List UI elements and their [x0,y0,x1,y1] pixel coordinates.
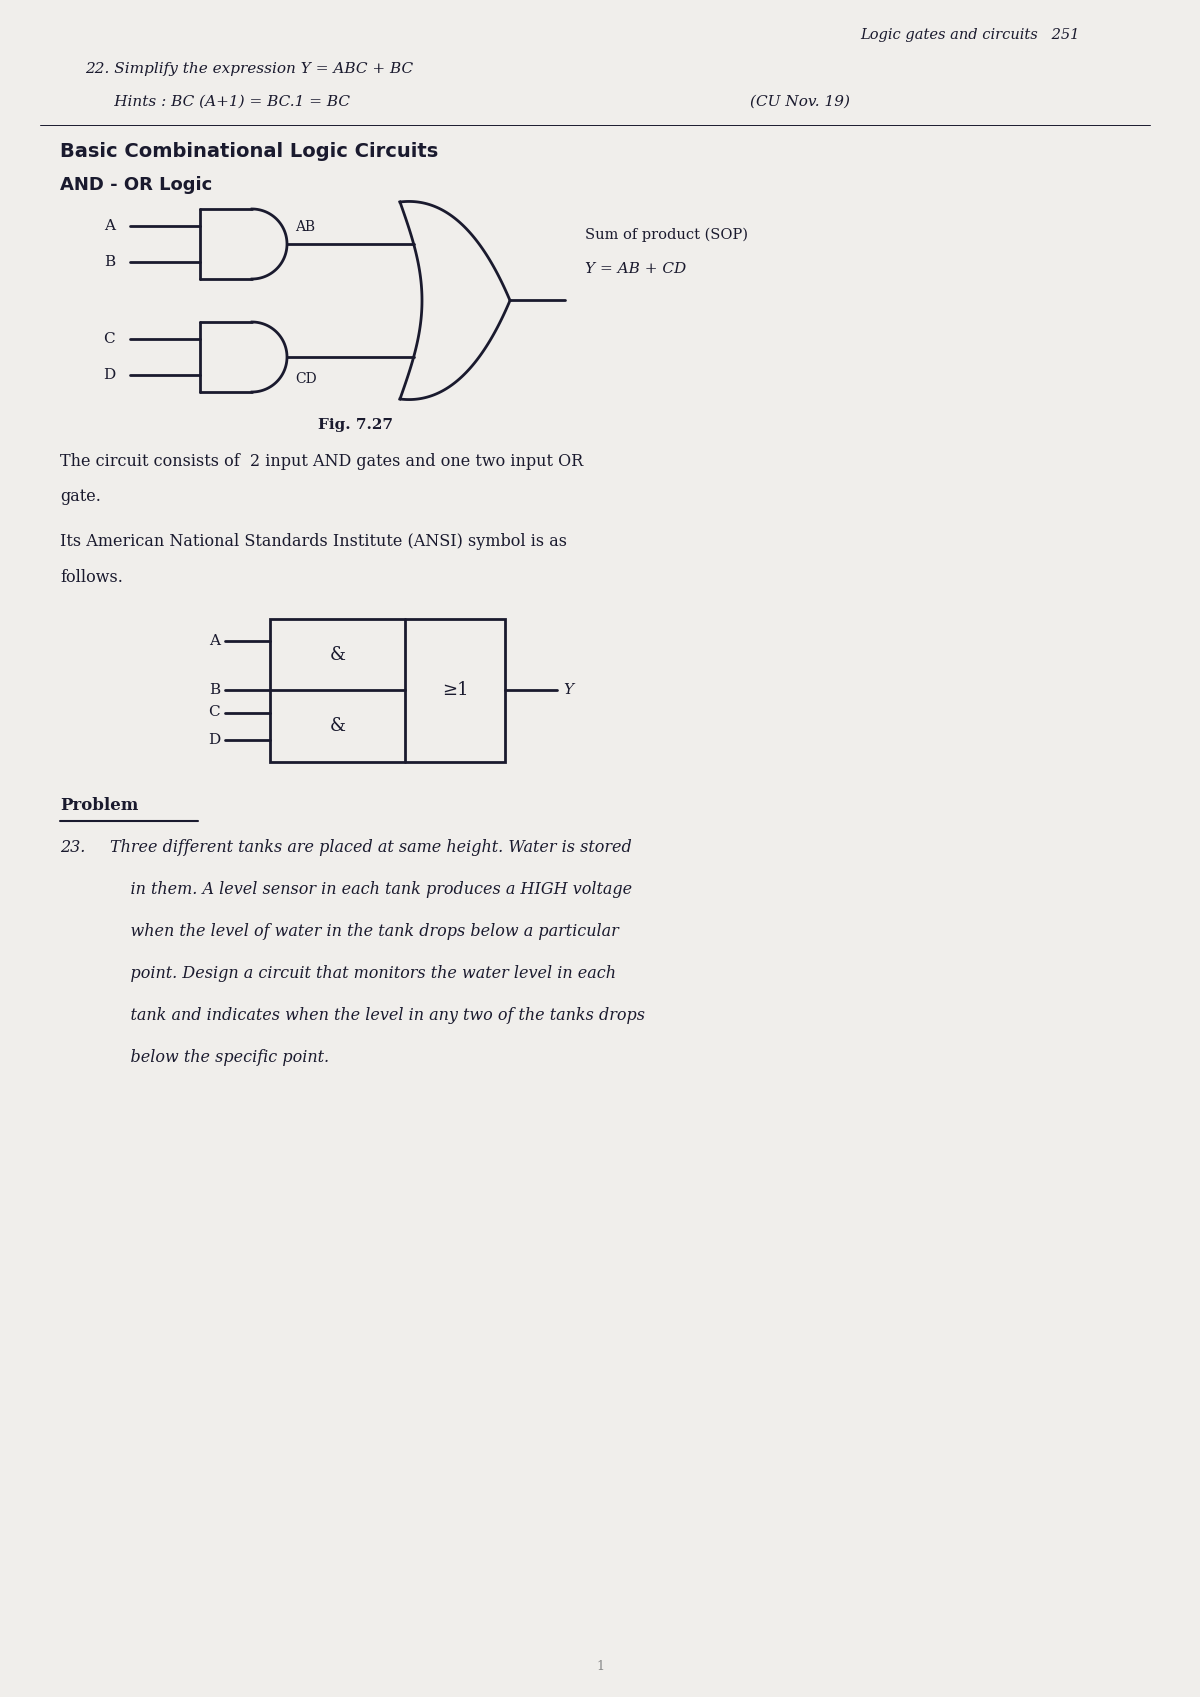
Text: tank and indicates when the level in any two of the tanks drops: tank and indicates when the level in any… [110,1006,646,1023]
Text: in them. A level sensor in each tank produces a HIGH voltage: in them. A level sensor in each tank pro… [110,881,632,898]
Text: A: A [104,219,115,232]
Text: Logic gates and circuits   251: Logic gates and circuits 251 [860,27,1080,42]
Text: point. Design a circuit that monitors the water level in each: point. Design a circuit that monitors th… [110,966,616,983]
Text: D: D [208,733,220,747]
Text: &: & [330,647,346,664]
Text: Y: Y [563,684,574,697]
Text: Its American National Standards Institute (ANSI) symbol is as: Its American National Standards Institut… [60,533,568,550]
Text: Fig. 7.27: Fig. 7.27 [318,417,392,433]
Text: C: C [209,706,220,720]
Text: when the level of water in the tank drops below a particular: when the level of water in the tank drop… [110,923,619,940]
Text: AB: AB [295,221,316,234]
Text: below the specific point.: below the specific point. [110,1049,329,1066]
Text: 23.: 23. [60,838,85,855]
Text: B: B [209,684,220,697]
Text: CD: CD [295,372,317,385]
Text: ≥1: ≥1 [442,682,468,699]
Text: Sum of product (SOP): Sum of product (SOP) [586,227,748,243]
Text: 1: 1 [596,1660,604,1673]
Text: (CU Nov. 19): (CU Nov. 19) [750,95,850,109]
Text: The circuit consists of  2 input AND gates and one two input OR: The circuit consists of 2 input AND gate… [60,453,583,470]
Text: Hints : BC (A+1) = BC.1 = BC: Hints : BC (A+1) = BC.1 = BC [85,95,350,109]
Bar [270,619,505,762]
Text: &: & [330,718,346,735]
Text: A: A [209,635,220,648]
Text: Y = AB + CD: Y = AB + CD [586,261,686,277]
Text: C: C [103,333,115,346]
Text: follows.: follows. [60,568,122,585]
Text: 22. Simplify the expression Y = ABC + BC: 22. Simplify the expression Y = ABC + BC [85,63,413,76]
Text: gate.: gate. [60,489,101,506]
Text: B: B [104,255,115,270]
Text: Three different tanks are placed at same height. Water is stored: Three different tanks are placed at same… [110,838,631,855]
Text: D: D [103,368,115,382]
Text: Basic Combinational Logic Circuits: Basic Combinational Logic Circuits [60,143,438,161]
Text: AND - OR Logic: AND - OR Logic [60,176,212,193]
Text: Problem: Problem [60,798,138,815]
